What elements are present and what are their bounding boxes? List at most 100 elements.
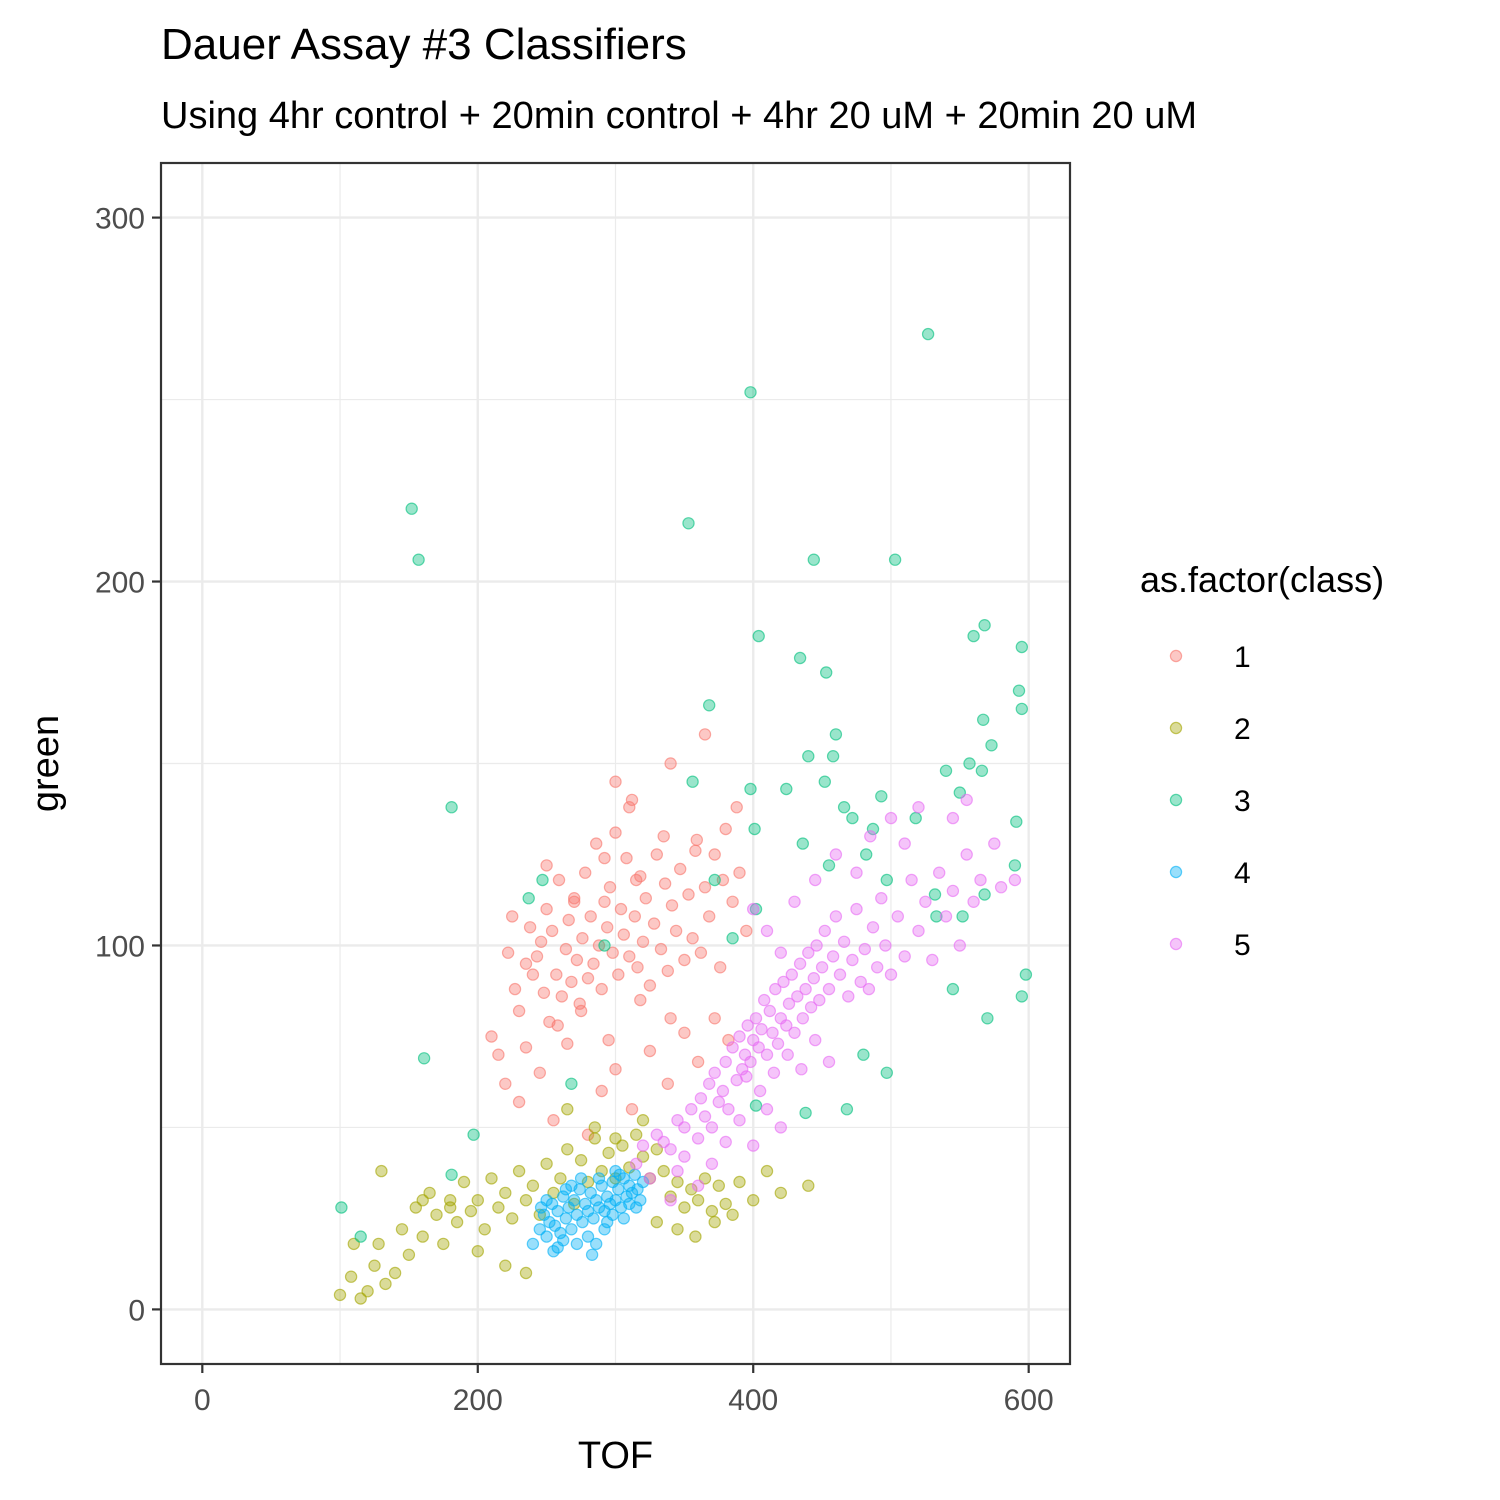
point-class-5: [657, 1135, 670, 1149]
point-class-1: [612, 968, 625, 981]
point-class-1: [576, 932, 589, 945]
point-class-3: [807, 553, 821, 566]
point-class-2: [450, 1215, 464, 1229]
point-class-3: [822, 859, 836, 872]
point-class-5: [752, 1041, 765, 1054]
point-class-5: [994, 881, 1008, 894]
point-class-3: [749, 1099, 763, 1112]
point-class-3: [975, 764, 989, 778]
point-class-1: [703, 910, 716, 923]
point-class-2: [678, 1201, 691, 1214]
point-class-4: [636, 1175, 650, 1189]
point-class-1: [628, 910, 642, 923]
point-class-1: [574, 1004, 588, 1018]
point-class-1: [595, 1084, 608, 1098]
point-class-1: [499, 1077, 512, 1091]
point-class-5: [974, 873, 987, 887]
point-class-2: [747, 1193, 760, 1207]
point-class-2: [705, 1204, 719, 1218]
point-class-5: [804, 1001, 818, 1014]
point-class-4: [634, 1193, 647, 1207]
point-class-3: [335, 1201, 348, 1214]
point-class-3: [354, 1230, 367, 1243]
y-tick-label: 300: [95, 203, 145, 236]
legend-label-5: 5: [1234, 929, 1251, 962]
point-class-3: [686, 775, 699, 788]
point-class-5: [780, 1019, 793, 1032]
point-class-1: [506, 910, 519, 923]
point-class-3: [888, 553, 902, 566]
point-class-3: [1012, 684, 1026, 697]
point-class-1: [650, 848, 664, 861]
point-class-1: [598, 851, 611, 865]
point-class-4: [585, 1248, 599, 1262]
point-class-5: [785, 968, 799, 981]
point-class-2: [464, 1204, 478, 1218]
point-class-2: [499, 1259, 512, 1272]
point-class-3: [981, 1012, 994, 1025]
point-class-5: [716, 1084, 730, 1098]
point-class-1: [730, 801, 743, 814]
point-class-1: [551, 1019, 564, 1032]
point-class-4: [547, 1244, 560, 1258]
point-class-1: [570, 953, 584, 967]
point-class-5: [678, 1121, 691, 1134]
point-class-3: [682, 517, 695, 530]
point-class-5: [769, 982, 782, 996]
point-class-5: [891, 910, 905, 923]
point-class-5: [636, 1139, 650, 1152]
point-class-1: [698, 728, 712, 741]
point-class-2: [554, 1172, 567, 1185]
point-class-5: [703, 1077, 716, 1091]
point-class-5: [671, 1164, 684, 1178]
point-class-3: [829, 728, 843, 741]
point-class-4: [579, 1197, 592, 1211]
x-tick-label: 400: [728, 1384, 778, 1417]
point-class-4: [559, 1183, 573, 1196]
point-class-4: [592, 1172, 606, 1185]
point-class-1: [664, 1012, 677, 1025]
point-class-5: [771, 1037, 785, 1050]
point-class-3: [1008, 859, 1022, 872]
y-tick-label: 0: [128, 1294, 145, 1327]
point-class-5: [726, 1041, 739, 1054]
point-class-5: [719, 1055, 732, 1069]
point-class-4: [570, 1237, 584, 1251]
point-class-5: [826, 950, 840, 963]
point-class-1: [636, 935, 650, 949]
point-class-1: [658, 877, 672, 890]
x-tick-label: 200: [453, 1384, 503, 1417]
point-class-1: [552, 873, 566, 887]
legend-label-3: 3: [1234, 785, 1251, 818]
point-class-4: [587, 1212, 600, 1225]
point-class-1: [565, 975, 578, 989]
point-class-5: [802, 946, 815, 959]
point-class-1: [602, 1033, 615, 1047]
point-class-1: [634, 993, 647, 1007]
point-class-1: [617, 928, 631, 941]
point-class-3: [405, 502, 418, 515]
point-class-2: [609, 1132, 622, 1145]
point-class-3: [860, 848, 873, 861]
point-class-3: [445, 1168, 458, 1182]
point-class-3: [928, 888, 942, 901]
point-class-2: [650, 1215, 664, 1229]
point-class-5: [905, 873, 918, 887]
point-class-2: [333, 1288, 347, 1302]
point-class-3: [802, 750, 815, 763]
point-class-5: [774, 946, 788, 959]
point-class-1: [643, 979, 657, 992]
point-class-5: [946, 884, 960, 898]
point-class-2: [685, 1183, 698, 1196]
point-class-1: [530, 950, 544, 963]
point-class-3: [417, 1052, 431, 1065]
point-class-3: [963, 757, 976, 770]
point-class-2: [588, 1121, 602, 1134]
point-class-1: [647, 917, 661, 930]
point-class-3: [744, 782, 757, 796]
point-class-5: [809, 1033, 822, 1047]
point-class-5: [760, 1048, 774, 1061]
point-class-3: [956, 910, 969, 923]
point-class-5: [760, 1102, 774, 1116]
point-class-2: [444, 1201, 457, 1214]
